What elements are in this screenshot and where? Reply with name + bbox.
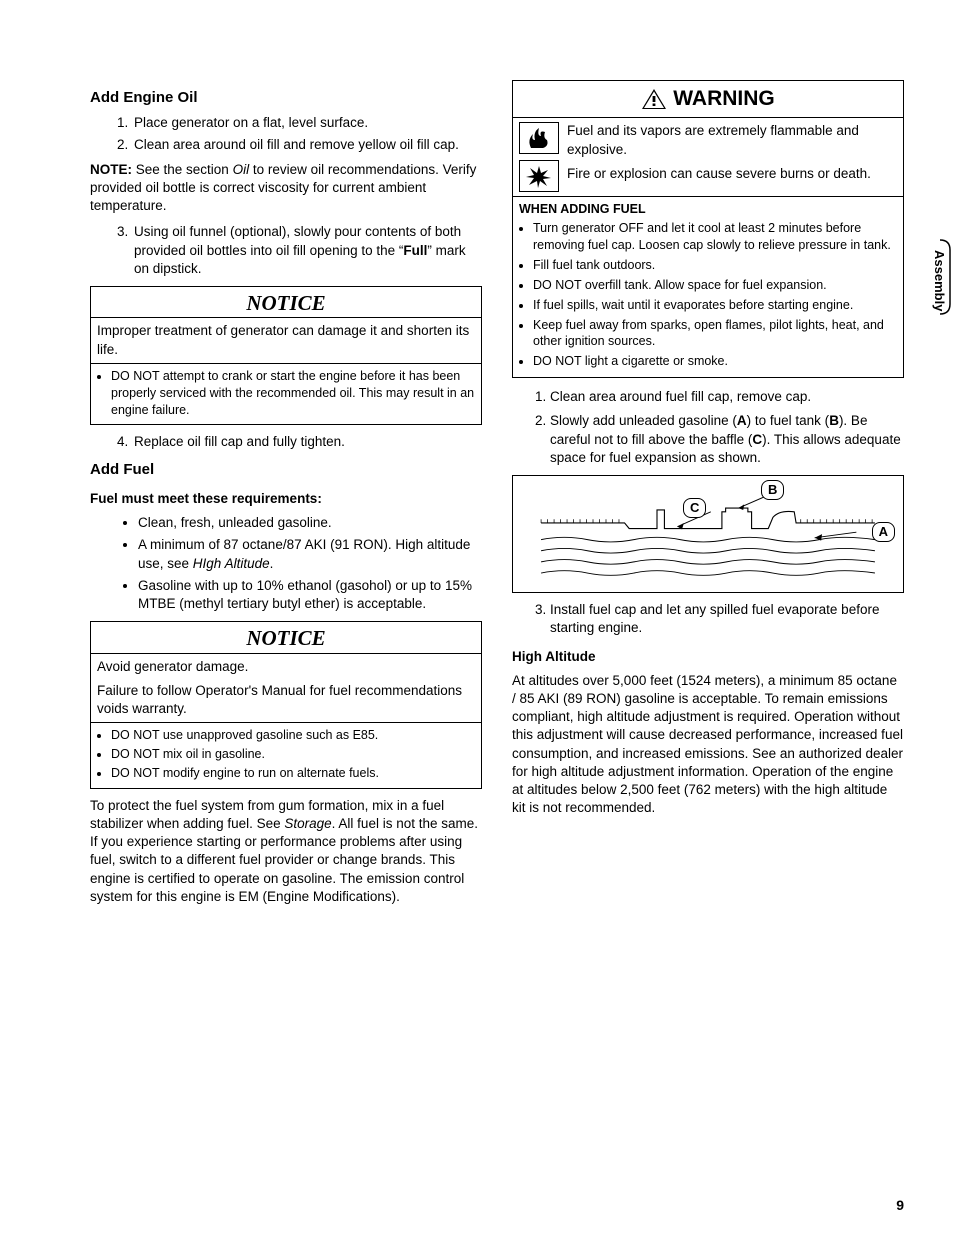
fuel-req-heading: Fuel must meet these requirements: xyxy=(90,490,482,508)
notice-2-body: Avoid generator damage. Failure to follo… xyxy=(91,653,481,723)
warning-bullet-5: Keep fuel away from sparks, open flames,… xyxy=(533,317,897,351)
fuel-req-2-post: . xyxy=(270,556,274,571)
fuel-step-2: Slowly add unleaded gasoline (A) to fuel… xyxy=(550,412,904,467)
note-label: NOTE: xyxy=(90,162,132,177)
notice-box-2: NOTICE Avoid generator damage. Failure t… xyxy=(90,621,482,789)
warning-bullet-6: DO NOT light a cigarette or smoke. xyxy=(533,353,897,370)
fuel-step-2-B: B xyxy=(829,413,839,428)
fuel-step-1: Clean area around fuel fill cap, remove … xyxy=(550,388,904,406)
left-column: Add Engine Oil Place generator on a flat… xyxy=(90,80,482,914)
warning-title: WARNING xyxy=(673,85,775,113)
callout-A: A xyxy=(872,522,895,542)
fuel-req-2: A minimum of 87 octane/87 AKI (91 RON). … xyxy=(138,536,482,572)
fuel-step-2-C: C xyxy=(752,432,762,447)
notice-2-title: NOTICE xyxy=(91,622,481,652)
notice-2-bullet-2: DO NOT mix oil in gasoline. xyxy=(111,746,475,763)
notice-1-bullet: DO NOT attempt to crank or start the eng… xyxy=(111,368,475,419)
warning-section-title: WHEN ADDING FUEL xyxy=(519,201,897,218)
closing-italic: Storage xyxy=(284,816,331,831)
warning-bullet-2: Fill fuel tank outdoors. xyxy=(533,257,897,274)
high-altitude-heading: High Altitude xyxy=(512,648,904,666)
warning-triangle-icon xyxy=(641,88,667,110)
explosion-icon xyxy=(519,160,559,192)
heading-add-fuel: Add Fuel xyxy=(90,460,482,480)
heading-add-engine-oil: Add Engine Oil xyxy=(90,88,482,108)
notice-1-title: NOTICE xyxy=(91,287,481,317)
fuel-tank-diagram: B C A xyxy=(512,475,904,593)
warning-bullet-3: DO NOT overfill tank. Allow space for fu… xyxy=(533,277,897,294)
fuel-req-1: Clean, fresh, unleaded gasoline. xyxy=(138,514,482,532)
oil-steps-list: Place generator on a flat, level surface… xyxy=(90,114,482,154)
fuel-steps-list: Clean area around fuel fill cap, remove … xyxy=(512,388,904,467)
fuel-req-3: Gasoline with up to 10% ethanol (gasohol… xyxy=(138,577,482,613)
warning-bullet-1: Turn generator OFF and let it cool at le… xyxy=(533,220,897,254)
fuel-step-2-A: A xyxy=(737,413,747,428)
note-text-pre: See the section xyxy=(132,162,233,177)
notice-2-body-1: Avoid generator damage. xyxy=(97,658,475,676)
side-tab-label: Assembly xyxy=(930,250,948,311)
fuel-req-2-italic: HIgh Altitude xyxy=(193,556,270,571)
notice-box-1: NOTICE Improper treatment of generator c… xyxy=(90,286,482,425)
oil-steps-list-cont2: Replace oil fill cap and fully tighten. xyxy=(90,433,482,451)
fuel-req-list: Clean, fresh, unleaded gasoline. A minim… xyxy=(90,514,482,613)
notice-2-bullets: DO NOT use unapproved gasoline such as E… xyxy=(91,722,481,788)
fuel-steps-list-cont: Install fuel cap and let any spilled fue… xyxy=(512,601,904,637)
oil-step-1: Place generator on a flat, level surface… xyxy=(132,114,482,132)
right-column: WARNING Fuel and its vapors are extremel… xyxy=(512,80,904,914)
high-altitude-body: At altitudes over 5,000 feet (1524 meter… xyxy=(512,672,904,818)
notice-2-bullet-1: DO NOT use unapproved gasoline such as E… xyxy=(111,727,475,744)
warning-text: Fuel and its vapors are extremely flamma… xyxy=(567,122,897,192)
closing-paragraph: To protect the fuel system from gum form… xyxy=(90,797,482,906)
fuel-step-3: Install fuel cap and let any spilled fue… xyxy=(550,601,904,637)
oil-steps-list-cont: Using oil funnel (optional), slowly pour… xyxy=(90,223,482,278)
warning-p1: Fuel and its vapors are extremely flamma… xyxy=(567,122,897,158)
warning-body: Fuel and its vapors are extremely flamma… xyxy=(513,118,903,196)
callout-C: C xyxy=(683,498,706,518)
note-text-italic: Oil xyxy=(233,162,250,177)
oil-step-4: Replace oil fill cap and fully tighten. xyxy=(132,433,482,451)
flame-icon xyxy=(519,122,559,154)
notice-1-bullets: DO NOT attempt to crank or start the eng… xyxy=(91,363,481,425)
oil-note: NOTE: See the section Oil to review oil … xyxy=(90,161,482,216)
callout-B: B xyxy=(761,480,784,500)
warning-p2: Fire or explosion can cause severe burns… xyxy=(567,165,897,183)
fuel-req-2-pre: A minimum of 87 octane/87 AKI (91 RON). … xyxy=(138,537,470,570)
two-column-layout: Add Engine Oil Place generator on a flat… xyxy=(90,80,904,914)
warning-section: WHEN ADDING FUEL Turn generator OFF and … xyxy=(513,196,903,377)
fuel-step-2-mid1: ) to fuel tank ( xyxy=(747,413,830,428)
notice-2-body-2: Failure to follow Operator's Manual for … xyxy=(97,682,475,718)
warning-icons xyxy=(519,122,559,192)
fuel-tank-svg xyxy=(519,484,897,586)
notice-1-body: Improper treatment of generator can dama… xyxy=(91,317,481,362)
warning-header: WARNING xyxy=(513,81,903,118)
warning-box: WARNING Fuel and its vapors are extremel… xyxy=(512,80,904,378)
warning-bullet-4: If fuel spills, wait until it evaporates… xyxy=(533,297,897,314)
oil-step-3-bold: Full xyxy=(403,243,427,258)
oil-step-2: Clean area around oil fill and remove ye… xyxy=(132,136,482,154)
notice-2-bullet-3: DO NOT modify engine to run on alternate… xyxy=(111,765,475,782)
oil-step-3: Using oil funnel (optional), slowly pour… xyxy=(132,223,482,278)
page-number: 9 xyxy=(896,1196,904,1215)
fuel-step-2-pre: Slowly add unleaded gasoline ( xyxy=(550,413,737,428)
